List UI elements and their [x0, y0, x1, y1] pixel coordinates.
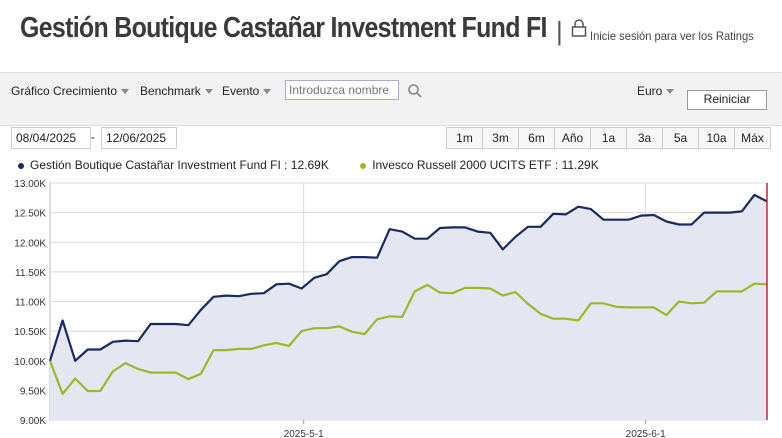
y-tick-label: 10.50K [14, 327, 46, 338]
benchmark-series-line [48, 282, 768, 395]
range-button-3y[interactable]: 3a [626, 128, 662, 148]
growth-chart-dropdown[interactable]: Gráfico Crecimiento [11, 84, 130, 98]
growth-chart-label: Gráfico Crecimiento [11, 84, 118, 98]
title-separator: | [556, 16, 563, 46]
page-title: Gestión Boutique Castañar Investment Fun… [20, 12, 547, 44]
lock-icon [571, 19, 587, 37]
range-button-1m[interactable]: 1m [447, 128, 482, 148]
fund-area [50, 194, 767, 420]
y-tick-label: 13.00K [14, 179, 46, 190]
y-tick-label: 11.00K [15, 298, 46, 309]
range-button-6m[interactable]: 6m [518, 128, 554, 148]
benchmark-label: Benchmark [140, 84, 201, 98]
y-tick-label: 10.00K [14, 357, 46, 368]
chart-toolbar: Gráfico Crecimiento Benchmark Evento Eur… [0, 72, 782, 126]
y-tick-label: 11.50K [15, 268, 46, 279]
chevron-down-icon [263, 89, 272, 95]
legend-label-benchmark: Invesco Russell 2000 UCITS ETF : 11.29K [372, 158, 599, 172]
y-tick-label: 9.00K [20, 416, 46, 427]
range-button-5y[interactable]: 5a [662, 128, 698, 148]
x-tick-label: 2025-5-1 [284, 429, 324, 438]
chevron-down-icon [666, 89, 675, 95]
benchmark-dropdown[interactable]: Benchmark [140, 84, 213, 98]
x-tick-label: 2025-6-1 [626, 429, 666, 438]
fund-series-line [48, 193, 768, 362]
end-date-input[interactable]: 12/06/2025 [101, 127, 177, 149]
reset-button[interactable]: Reiniciar [687, 90, 767, 110]
currency-dropdown[interactable]: Euro [637, 84, 675, 98]
legend-dot-benchmark [360, 162, 367, 169]
legend-dot-fund [18, 162, 24, 169]
y-tick-label: 12.00K [14, 238, 46, 249]
range-button-10y[interactable]: 10a [698, 128, 734, 148]
range-selector: 1m 3m 6m Año 1a 3a 5a 10a Máx [446, 127, 771, 149]
growth-chart[interactable]: 9.00K 9.50K 10.00K 10.50K 11.00K 11.50K 12.00K… [0, 176, 782, 438]
range-button-max[interactable]: Máx [734, 128, 770, 148]
range-button-3m[interactable]: 3m [482, 128, 518, 148]
legend-label-fund: Gestión Boutique Castañar Investment Fun… [30, 158, 329, 172]
chart-legend: Gestión Boutique Castañar Investment Fun… [18, 158, 627, 172]
login-ratings-link[interactable]: Inicie sesión para ver los Ratings [590, 29, 754, 43]
event-dropdown[interactable]: Evento [222, 84, 272, 98]
y-tick-label: 12.50K [14, 209, 46, 220]
header: Gestión Boutique Castañar Investment Fun… [0, 0, 782, 70]
search-input[interactable] [285, 80, 399, 100]
chevron-down-icon [204, 89, 213, 95]
search-icon[interactable] [407, 83, 423, 99]
y-tick-label: 9.50K [20, 386, 46, 397]
currency-label: Euro [637, 84, 663, 98]
range-button-1y[interactable]: 1a [590, 128, 626, 148]
legend-item-benchmark[interactable]: Invesco Russell 2000 UCITS ETF : 11.29K [360, 158, 599, 172]
event-label: Evento [222, 84, 260, 98]
chevron-down-icon [121, 89, 130, 95]
date-separator: - [91, 130, 95, 144]
range-button-ytd[interactable]: Año [554, 128, 590, 148]
legend-item-fund[interactable]: Gestión Boutique Castañar Investment Fun… [18, 158, 329, 172]
start-date-input[interactable]: 08/04/2025 [11, 127, 91, 149]
